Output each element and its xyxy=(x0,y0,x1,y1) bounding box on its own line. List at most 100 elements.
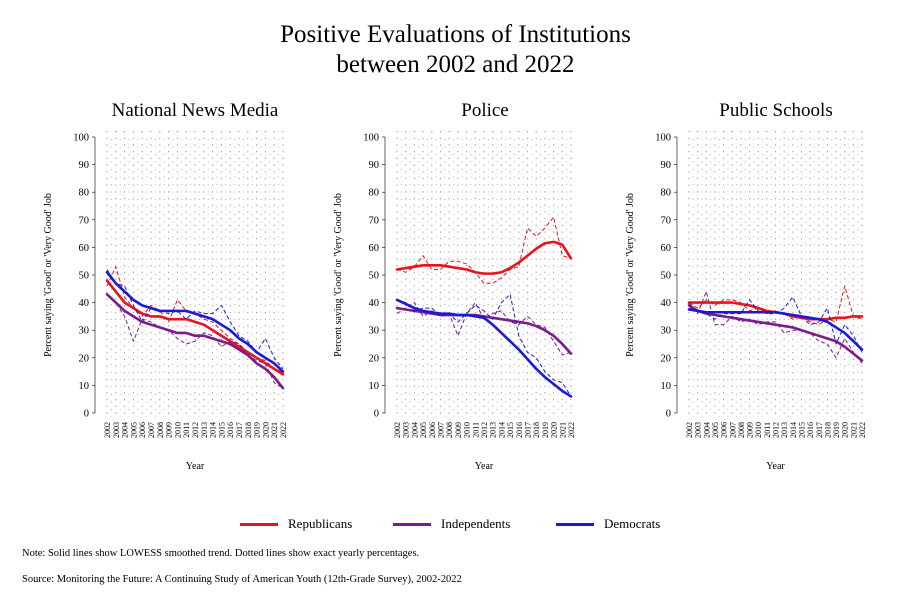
x-tick-label-2017: 2017 xyxy=(524,422,533,438)
x-tick-label-2012: 2012 xyxy=(480,422,489,438)
x-tick-label-2021: 2021 xyxy=(849,422,858,438)
y-tick-label-70: 70 xyxy=(79,215,90,226)
series-democrats-police xyxy=(395,293,573,398)
x-tick-label-2015: 2015 xyxy=(506,422,515,438)
x-tick-label-2014: 2014 xyxy=(497,422,506,438)
y-tick-label-70: 70 xyxy=(661,215,672,226)
raw-line-democrats xyxy=(688,296,863,353)
x-tick-label-2008: 2008 xyxy=(737,422,746,438)
series-republicans-police xyxy=(395,216,573,284)
legend-swatch-independents xyxy=(393,523,431,526)
raw-line-democrats xyxy=(396,293,572,397)
x-tick-label-2002: 2002 xyxy=(685,422,694,438)
y-tick-label-40: 40 xyxy=(661,298,672,309)
y-tick-label-50: 50 xyxy=(369,271,380,282)
y-axis-title-public-schools: Percent saying 'Good' or 'Very Good' Job xyxy=(625,193,636,357)
x-tick-label-2007: 2007 xyxy=(437,422,446,438)
x-tick-label-2005: 2005 xyxy=(711,422,720,438)
chart-title-line-1: Positive Evaluations of Institutions xyxy=(280,21,631,48)
x-tick-label-2003: 2003 xyxy=(694,422,703,438)
smooth-line-democrats xyxy=(395,298,573,398)
y-tick-label-90: 90 xyxy=(661,160,672,171)
y-tick-label-40: 40 xyxy=(369,298,380,309)
x-tick-label-2009: 2009 xyxy=(165,422,174,438)
x-tick-label-2021: 2021 xyxy=(270,422,279,438)
x-tick-label-2002: 2002 xyxy=(393,422,402,438)
x-tick-label-2003: 2003 xyxy=(402,422,411,438)
y-tick-label-0: 0 xyxy=(374,409,379,420)
y-tick-label-80: 80 xyxy=(79,188,90,199)
x-tick-label-2010: 2010 xyxy=(173,422,182,438)
x-tick-label-2010: 2010 xyxy=(754,422,763,438)
x-tick-label-2020: 2020 xyxy=(550,422,559,438)
y-tick-label-30: 30 xyxy=(369,326,380,337)
y-tick-label-100: 100 xyxy=(363,133,379,144)
dot-grid-police xyxy=(396,131,572,417)
x-tick-label-2022: 2022 xyxy=(567,422,576,438)
y-tick-label-10: 10 xyxy=(79,381,90,392)
x-tick-label-2012: 2012 xyxy=(191,422,200,438)
x-tick-label-2015: 2015 xyxy=(797,422,806,438)
y-tick-label-20: 20 xyxy=(369,353,380,364)
x-tick-label-2008: 2008 xyxy=(156,422,165,438)
x-tick-label-2016: 2016 xyxy=(226,422,235,438)
y-tick-label-80: 80 xyxy=(661,188,672,199)
y-tick-label-30: 30 xyxy=(79,326,90,337)
x-tick-label-2008: 2008 xyxy=(445,422,454,438)
x-tick-label-2014: 2014 xyxy=(789,422,798,438)
panel-news-media: 0 10 20 30 40 50 60 70 80 90 100 Percent saying 'Go… xyxy=(43,131,288,472)
smooth-line-republicans xyxy=(395,240,573,275)
x-tick-label-2021: 2021 xyxy=(558,422,567,438)
series-independents-news-media xyxy=(105,293,285,390)
legend-label-republicans: Republicans xyxy=(288,516,353,531)
x-tick-label-2020: 2020 xyxy=(261,422,270,438)
raw-line-democrats xyxy=(106,269,284,370)
y-tick-label-50: 50 xyxy=(661,271,672,282)
chart-title-line-2: between 2002 and 2022 xyxy=(336,51,575,78)
y-tick-label-30: 30 xyxy=(661,326,672,337)
x-tick-label-2019: 2019 xyxy=(541,422,550,438)
x-tick-label-2007: 2007 xyxy=(728,422,737,438)
smooth-line-independents xyxy=(395,306,573,355)
y-tick-label-0: 0 xyxy=(666,409,671,420)
smooth-line-democrats xyxy=(687,308,864,351)
x-tick-label-2010: 2010 xyxy=(463,422,472,438)
x-tick-label-2013: 2013 xyxy=(489,422,498,438)
panel-police: 0 10 20 30 40 50 60 70 80 90 100 Percent saying 'Go… xyxy=(333,131,576,472)
y-tick-label-70: 70 xyxy=(369,215,380,226)
raw-line-independents xyxy=(106,293,284,389)
y-tick-label-40: 40 xyxy=(79,298,90,309)
x-tick-label-2007: 2007 xyxy=(147,422,156,438)
x-tick-label-2005: 2005 xyxy=(419,422,428,438)
x-tick-label-2017: 2017 xyxy=(235,422,244,438)
smooth-line-independents xyxy=(105,293,285,390)
raw-line-independents xyxy=(688,291,863,364)
y-tick-label-10: 10 xyxy=(369,381,380,392)
y-tick-label-100: 100 xyxy=(655,133,671,144)
x-axis-title-police: Year xyxy=(475,461,494,472)
panel-public-schools: 0 10 20 30 40 50 60 70 80 90 100 Percent saying 'Go… xyxy=(625,131,867,472)
y-tick-label-60: 60 xyxy=(369,243,380,254)
y-tick-label-50: 50 xyxy=(79,271,90,282)
x-axis-title-public-schools: Year xyxy=(766,461,785,472)
x-tick-label-2013: 2013 xyxy=(780,422,789,438)
x-tick-label-2018: 2018 xyxy=(823,422,832,438)
series-democrats-public-schools xyxy=(687,296,864,353)
x-tick-label-2019: 2019 xyxy=(832,422,841,438)
chart-note: Note: Solid lines show LOWESS smoothed t… xyxy=(22,548,420,559)
x-tick-label-2015: 2015 xyxy=(217,422,226,438)
y-axis-title-police: Percent saying 'Good' or 'Very Good' Job xyxy=(333,193,344,357)
x-tick-label-2005: 2005 xyxy=(129,422,138,438)
x-tick-label-2016: 2016 xyxy=(515,422,524,438)
x-tick-label-2022: 2022 xyxy=(858,422,867,438)
x-tick-label-2014: 2014 xyxy=(209,422,218,438)
x-tick-label-2018: 2018 xyxy=(244,422,253,438)
x-tick-label-2016: 2016 xyxy=(806,422,815,438)
x-tick-label-2006: 2006 xyxy=(428,422,437,438)
x-tick-label-2009: 2009 xyxy=(746,422,755,438)
y-axis-title-news-media: Percent saying 'Good' or 'Very Good' Job xyxy=(43,193,54,357)
x-tick-label-2003: 2003 xyxy=(112,422,121,438)
raw-line-republicans xyxy=(396,216,572,284)
